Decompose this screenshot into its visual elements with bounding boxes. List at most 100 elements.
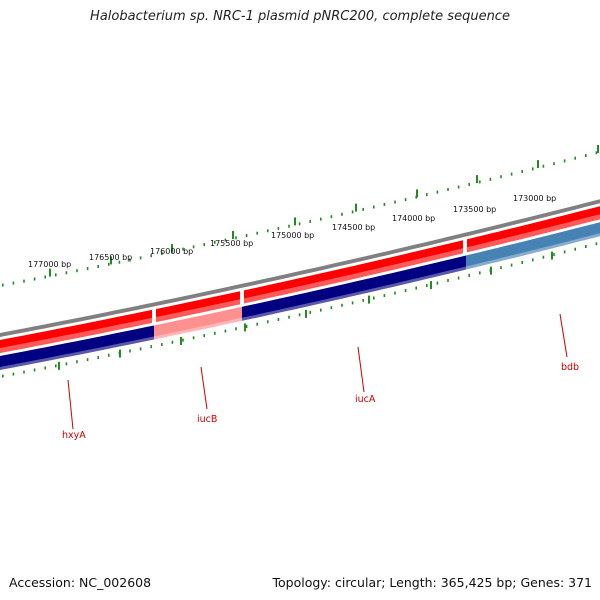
major-tick [294,217,296,226]
major-tick [355,203,357,212]
inner-minor-tick [383,294,386,297]
inner-minor-tick [394,291,396,295]
minor-tick [224,238,227,242]
gene-label-hxyA[interactable]: hxyA [62,430,86,441]
ruler-label: 175500 bp [210,239,253,248]
minor-tick [563,159,566,163]
major-tick [110,256,112,265]
inner-minor-tick [542,255,545,259]
minor-tick [182,247,184,251]
inner-minor-tick [150,345,152,349]
inner-minor-tick [574,247,576,251]
minor-tick [447,188,449,191]
inner-major-tick [244,323,246,332]
inner-minor-tick [404,289,407,293]
minor-tick [55,273,57,277]
minor-tick [235,236,237,240]
minor-tick [86,267,89,271]
gene-leader-line [357,346,365,393]
minor-tick [489,177,492,181]
inner-major-tick [180,337,182,345]
inner-minor-tick [139,347,142,351]
minor-tick [457,185,460,189]
forward-strand-track [0,206,600,353]
inner-major-tick [368,295,370,304]
minor-tick [500,175,502,179]
gene-label-iucA[interactable]: iucA [355,394,376,405]
minor-tick [277,227,280,230]
minor-tick [574,156,576,160]
inner-minor-tick [192,336,195,340]
backbone-line [0,199,600,337]
gene-labels: hxyA iucB iucA bdb [62,313,579,441]
inner-minor-tick [129,349,131,353]
ruler-label: 173000 bp [513,194,556,203]
minor-tick [404,198,407,202]
inner-minor-tick [12,372,15,376]
inner-minor-tick [479,271,481,275]
inner-ruler [2,242,598,378]
minor-tick [521,170,523,173]
ruler-label: 177000 bp [28,260,71,269]
minor-tick [394,200,396,204]
major-tick [597,145,599,153]
inner-major-tick [305,309,307,318]
inner-major-tick [490,266,492,275]
inner-minor-tick [23,370,25,374]
forward-gene-shade-4 [467,214,600,253]
forward-gene-shade-2 [156,299,240,323]
minor-tick [192,245,195,249]
minor-tick [351,210,354,214]
minor-tick [595,151,598,155]
minor-tick [108,262,110,266]
inner-minor-tick [76,360,78,364]
minor-tick [426,193,428,197]
inner-minor-tick [510,263,513,267]
inner-minor-tick [2,374,4,378]
inner-minor-tick [320,308,322,312]
minor-tick [139,256,142,260]
inner-minor-tick [235,327,237,331]
gene-label-iucB[interactable]: iucB [197,414,217,425]
inner-minor-tick [585,245,587,248]
inner-minor-tick [203,334,205,338]
major-tick [171,243,173,252]
reverse-gene-1 [0,325,154,370]
inner-minor-tick [171,340,174,344]
minor-tick [542,164,545,168]
inner-minor-tick [468,273,470,277]
inner-minor-tick [224,329,227,333]
inner-major-tick [58,361,60,370]
inner-minor-tick [55,364,57,368]
gene-label-bdb[interactable]: bdb [561,362,579,373]
gene-leader-line [200,366,208,410]
major-tick [537,160,539,169]
minor-tick [150,254,152,258]
ruler-labels: 177000 bp 176500 bp 176000 bp 175500 bp 1750… [28,194,556,269]
minor-tick [468,182,470,186]
minor-tick [585,154,587,157]
reverse-gene-3 [242,255,466,321]
inner-minor-tick [245,325,248,328]
minor-tick [320,217,322,221]
minor-tick [341,212,343,216]
minor-tick [256,231,258,235]
major-tick [49,268,51,277]
inner-minor-tick [214,331,216,335]
inner-major-tick [430,281,432,290]
minor-tick [203,243,205,247]
minor-tick [362,207,364,211]
ruler-label: 176500 bp [89,253,132,262]
inner-minor-tick [563,250,566,254]
inner-minor-tick [256,322,258,326]
inner-major-tick [119,349,121,358]
gene-leader-line [67,379,74,430]
ruler-label: 174000 bp [392,214,435,223]
inner-minor-tick [288,315,290,319]
inner-minor-tick [521,261,523,264]
minor-tick [288,224,290,228]
inner-minor-tick [426,284,428,288]
topology-summary: Topology: circular; Length: 365,425 bp; … [272,575,593,590]
minor-tick [373,205,375,209]
